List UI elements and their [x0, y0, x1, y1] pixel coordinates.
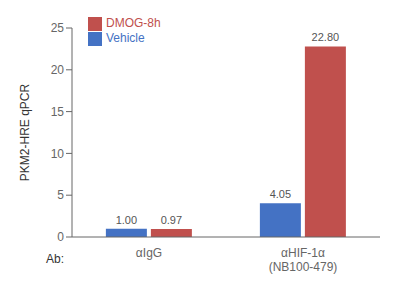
svg-text:PKM2-HRE qPCR: PKM2-HRE qPCR	[18, 83, 32, 181]
svg-text:4.05: 4.05	[270, 188, 291, 200]
svg-text:15: 15	[51, 105, 65, 119]
svg-text:0.97: 0.97	[161, 214, 182, 226]
svg-text:10: 10	[51, 147, 65, 161]
svg-text:22.80: 22.80	[312, 31, 340, 43]
svg-text:αIgG: αIgG	[136, 246, 162, 260]
svg-text:5: 5	[57, 188, 64, 202]
svg-text:25: 25	[51, 21, 65, 35]
svg-text:0: 0	[57, 230, 64, 244]
svg-text:αHIF-1α(NB100-479): αHIF-1α(NB100-479)	[269, 246, 338, 274]
svg-text:Ab:: Ab:	[46, 252, 64, 266]
html-text:Vehicle: Vehicle	[106, 30, 145, 45]
html-text:DMOG-8h: DMOG-8h	[106, 16, 161, 30]
svg-text:1.00: 1.00	[116, 214, 137, 226]
svg-text:20: 20	[51, 63, 65, 77]
